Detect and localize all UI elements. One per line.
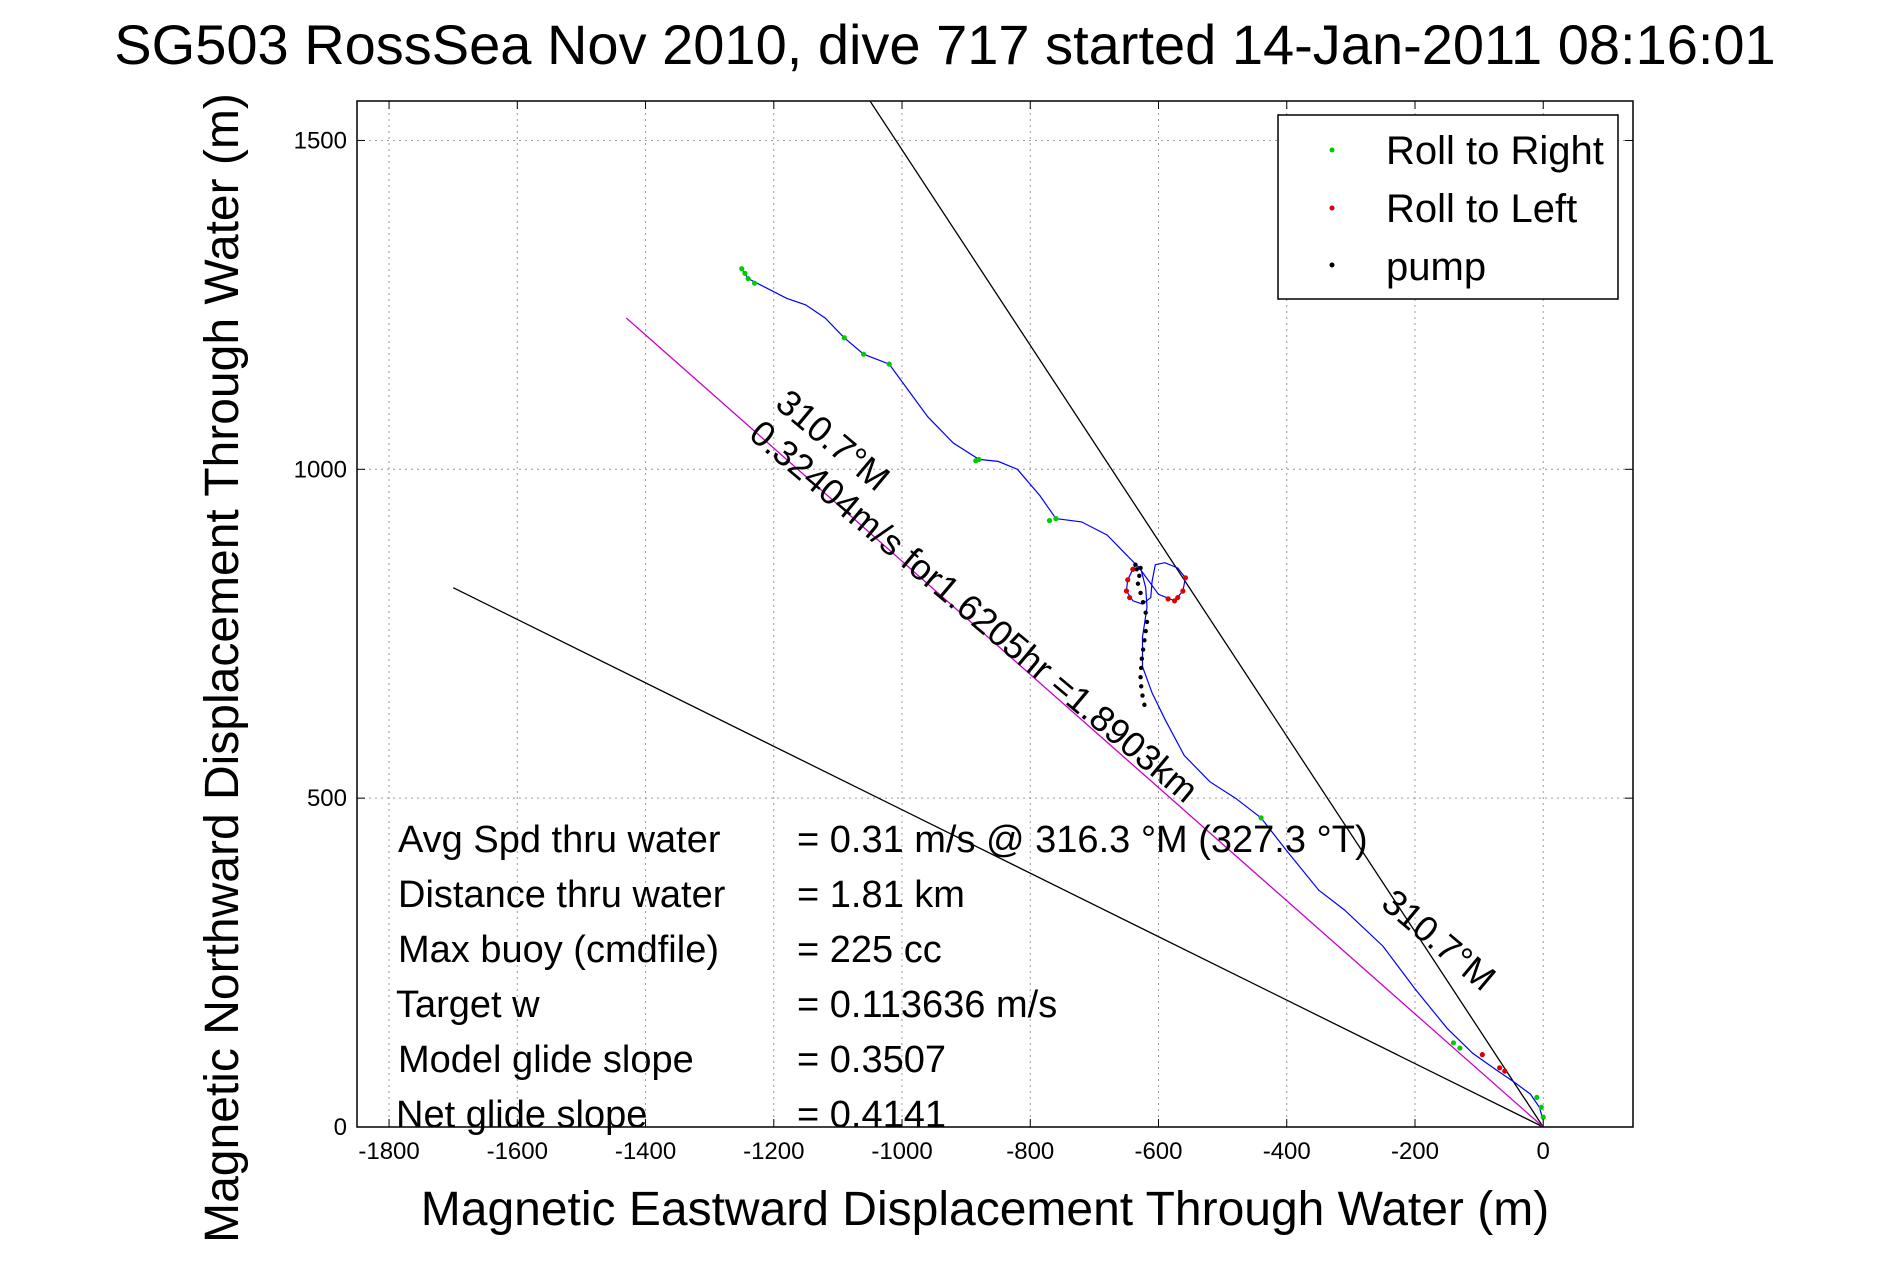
- legend-marker-roll-right: [1329, 147, 1335, 153]
- pump-point: [1138, 565, 1143, 571]
- heading-annotation: 0.32404m/s for1.6205hr =1.8903km: [742, 412, 1206, 811]
- roll-left-point: [1182, 575, 1189, 581]
- pump-point: [1143, 610, 1148, 615]
- roll-left-point: [1123, 588, 1130, 594]
- roll-left-point: [1130, 566, 1136, 572]
- roll-right-point: [751, 280, 758, 286]
- stat-value: = 225 cc: [797, 929, 942, 971]
- x-tick-label: -800: [1006, 1138, 1054, 1165]
- roll-right-point: [742, 270, 748, 276]
- roll-right-point: [1538, 1104, 1544, 1110]
- roll-right-point: [860, 351, 867, 357]
- x-tick-label: -1000: [871, 1138, 932, 1165]
- pump-point: [1140, 599, 1146, 605]
- x-tick-label: 0: [1537, 1138, 1550, 1165]
- x-tick-label: -1200: [743, 1138, 804, 1165]
- pump-point: [1138, 590, 1143, 596]
- heading-annotation: 310.7°M: [1374, 881, 1503, 999]
- stat-label: Max buoy (cmdfile): [398, 929, 719, 971]
- axis-ticks: -1800 -1600 -1400 -1200 -1000 -800 -600 -400 -20…: [294, 101, 1633, 1165]
- y-axis-label: Magnetic Northward Displacement Through …: [196, 93, 249, 1243]
- x-tick-label: -1400: [615, 1138, 676, 1165]
- stat-label: Distance thru water: [398, 874, 726, 916]
- dive-statistics: Avg Spd thru water = 0.31 m/s @ 316.3 °M…: [396, 819, 1368, 1136]
- pump-point: [1139, 656, 1145, 661]
- roll-right-point: [1450, 1040, 1457, 1046]
- x-axis-label: Magnetic Eastward Displacement Through W…: [421, 1183, 1549, 1236]
- stat-label: Model glide slope: [398, 1039, 694, 1081]
- y-tick-label: 500: [307, 785, 347, 812]
- roll-right-point: [1258, 815, 1264, 821]
- pump-point: [1138, 665, 1144, 671]
- roll-right-point: [1046, 518, 1053, 524]
- stat-label: Net glide slope: [396, 1094, 647, 1136]
- pump-point: [1137, 573, 1142, 579]
- stat-value: = 0.31 m/s @ 316.3 °M (327.3 °T): [797, 819, 1368, 861]
- roll-right-point: [739, 266, 745, 272]
- x-tick-label: -1600: [487, 1138, 548, 1165]
- roll-left-point: [1127, 594, 1133, 601]
- x-tick-label: -200: [1391, 1138, 1439, 1165]
- pump-point: [1142, 638, 1147, 643]
- stat-value: = 0.4141: [797, 1094, 946, 1136]
- roll-markers: [739, 266, 1546, 1120]
- heading-line-lower: [452, 587, 1544, 1127]
- roll-right-point: [1053, 516, 1059, 522]
- axes-box: [356, 100, 1634, 1128]
- legend-label-roll-left: Roll to Left: [1386, 187, 1577, 231]
- x-tick-label: -400: [1263, 1138, 1311, 1165]
- chart-title: SG503 RossSea Nov 2010, dive 717 started…: [114, 13, 1775, 76]
- pump-point: [1143, 628, 1148, 634]
- roll-right-point: [841, 335, 847, 341]
- legend-marker-pump: [1329, 262, 1335, 268]
- y-tick-label: 0: [334, 1114, 347, 1141]
- pump-point: [1144, 619, 1150, 625]
- heading-line-upper: [869, 101, 1544, 1127]
- pump-point: [1140, 647, 1146, 652]
- reference-lines: [452, 101, 1544, 1127]
- x-tick-label: -600: [1134, 1138, 1182, 1165]
- pump-point: [1140, 693, 1145, 698]
- stat-label: Avg Spd thru water: [398, 819, 721, 861]
- roll-right-point: [745, 275, 751, 282]
- roll-right-point: [973, 458, 979, 464]
- glider-track: [741, 268, 1544, 1121]
- legend-label-pump: pump: [1386, 245, 1486, 289]
- stat-label: Target w: [396, 984, 540, 1026]
- roll-left-point: [1171, 598, 1178, 604]
- roll-right-point: [886, 361, 892, 367]
- legend: Roll to Right Roll to Left pump: [1277, 114, 1619, 300]
- stat-value: = 0.3507: [797, 1039, 946, 1081]
- track-line: [741, 268, 1544, 1121]
- roll-left-point: [1497, 1065, 1503, 1071]
- pump-point: [1133, 562, 1138, 567]
- pump-point: [1138, 674, 1143, 680]
- x-tick-label: -1800: [358, 1138, 419, 1165]
- roll-right-point: [1540, 1114, 1546, 1120]
- course-line: [625, 317, 1544, 1127]
- pump-point: [1138, 684, 1144, 689]
- stat-value: = 0.113636 m/s: [797, 984, 1057, 1026]
- roll-right-point: [1534, 1094, 1540, 1101]
- y-tick-label: 1000: [294, 456, 347, 483]
- roll-left-point: [1502, 1068, 1508, 1074]
- roll-left-point: [1125, 577, 1131, 583]
- stat-value: = 1.81 km: [797, 874, 965, 916]
- legend-box: [1277, 114, 1619, 300]
- y-tick-label: 1500: [294, 127, 347, 154]
- pump-point: [1134, 567, 1139, 572]
- pump-point: [1142, 702, 1147, 707]
- pump-point: [1135, 581, 1141, 586]
- roll-left-point: [1479, 1052, 1485, 1058]
- roll-left-point: [1165, 596, 1171, 602]
- roll-left-point: [1175, 594, 1181, 601]
- roll-right-point: [1457, 1045, 1463, 1051]
- legend-label-roll-right: Roll to Right: [1386, 129, 1604, 173]
- roll-left-point: [1180, 588, 1186, 594]
- legend-marker-roll-left: [1329, 205, 1335, 211]
